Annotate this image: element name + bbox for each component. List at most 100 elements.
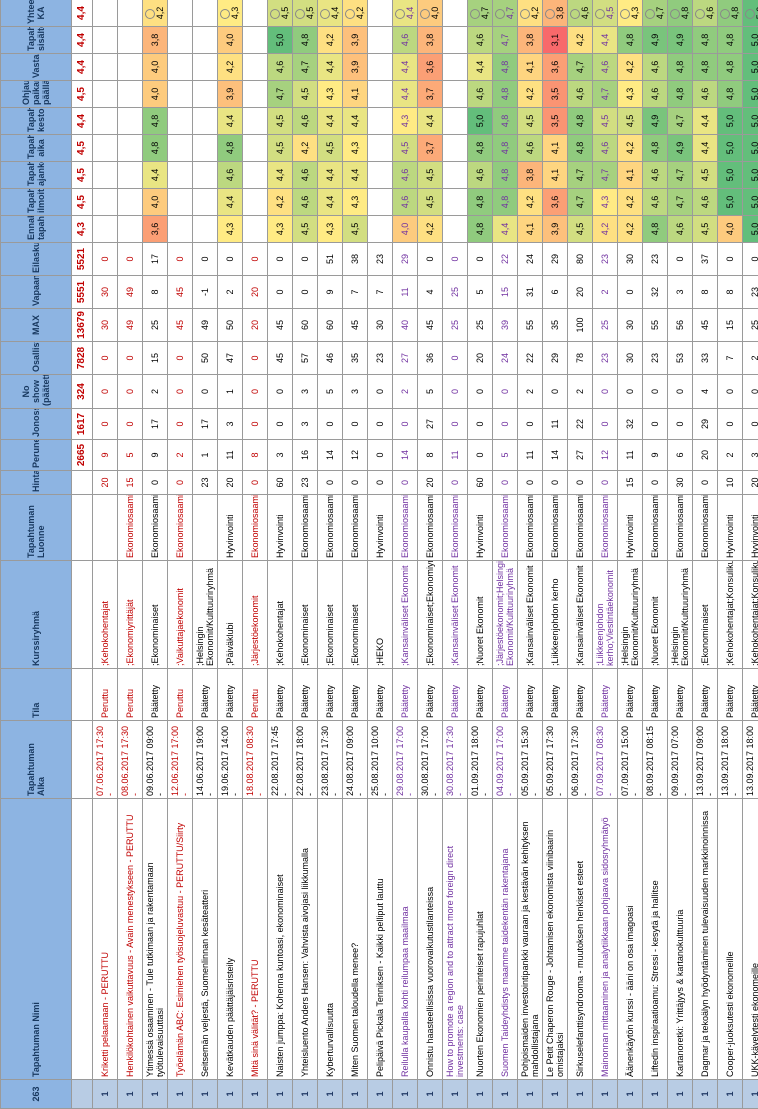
cell: 5,0 [742, 188, 758, 216]
rating-icon [270, 9, 281, 19]
cell-text: 5,0 [750, 60, 758, 74]
cell: 6 [542, 275, 568, 309]
cell-text: Päätetty [225, 684, 235, 718]
cell: 4,5 [292, 80, 318, 108]
cell: Onnistu haasteellisissa vuorovaikutustil… [417, 798, 443, 1080]
cell-text: 0 [400, 421, 410, 427]
cell-text: 1 [550, 1091, 560, 1097]
rating-icon [320, 9, 331, 19]
cell: 20 [217, 470, 243, 495]
cell: 4,0 [142, 80, 168, 108]
cell-text: 30 [625, 254, 635, 265]
cell-text: 2 [400, 389, 410, 395]
cell: 4,7 [592, 161, 618, 189]
event-row: 1 Nuorten Ekonomien perinteiset rapujuhla… [467, 0, 493, 1109]
cell: 0 [117, 408, 143, 440]
cell: 4,8 [467, 134, 493, 162]
cell-text: 51 [325, 254, 335, 265]
cell: Suomen Taideyhdistys maamme taidekentän … [492, 798, 518, 1080]
cell: 1 [592, 1079, 618, 1109]
cell-text: 4,6 [650, 195, 660, 209]
cell: Päätetty [642, 668, 668, 721]
cell-text: Ekonomiosaaminen [550, 494, 560, 559]
cell: Äänenkäytön kurssi - ääni on osa imagoas… [617, 798, 643, 1080]
cell: ;Ekonominaiset [317, 560, 343, 669]
event-row: 1 Suomen Taideyhdistys maamme taidekentän… [492, 0, 518, 1109]
cell-text: 1 [375, 1091, 385, 1097]
cell-text: 4,4 [76, 114, 87, 128]
cell: 4,7 [567, 161, 593, 189]
cell: 23 [592, 242, 618, 276]
cell [92, 53, 118, 81]
cell-text: ;Helsingin Ekonomit/Kulttuuriryhmä [195, 567, 215, 666]
cell: 8 [717, 275, 743, 309]
cell [367, 215, 393, 243]
cell: Päätetty [667, 668, 693, 721]
cell-text: 60 [300, 320, 310, 331]
cell: 20 [242, 308, 268, 342]
cell: 4,6 [267, 53, 293, 81]
cell-text: Ennakkotieto tapahtumasta [26, 216, 46, 241]
cell: 4,8 [717, 80, 743, 108]
cell: Päätetty [492, 668, 518, 721]
cell-text: 4,6 [475, 33, 485, 47]
cell-text: 0 [750, 422, 758, 427]
cell: 0 [542, 470, 568, 495]
cell: 5521 [71, 242, 93, 276]
cell-text: 1 [175, 1091, 185, 1097]
cell-text: ;Ekonominaiset [325, 604, 335, 666]
cell-text: 15 [125, 477, 135, 488]
cell: 4,1 [542, 134, 568, 162]
cell: Miten Suomen taloudella menee? [342, 798, 368, 1080]
cell: 1 [542, 1079, 568, 1109]
cell-text: 23 [650, 353, 660, 364]
cell-text: 4,5 [305, 6, 316, 20]
cell-text: 4,4 [150, 168, 160, 182]
cell-text: Ekonomiosaaminen [650, 494, 660, 559]
cell-text: ;Päiväklubi [225, 622, 235, 666]
cell-text: 4,8 [500, 114, 510, 128]
cell-text: 36 [425, 353, 435, 364]
cell: 0 [267, 275, 293, 309]
cell: 5,0 [742, 107, 758, 135]
cell-text: 4,2 [625, 195, 635, 209]
cell: 0 [492, 470, 518, 495]
cell: 20 [417, 470, 443, 495]
cell-text: Kyberturvallisuutta [325, 1002, 335, 1077]
rating-icon [495, 9, 506, 19]
cell [92, 26, 118, 54]
cell [367, 161, 393, 189]
cell: 45 [417, 308, 443, 342]
cell: 1 [467, 1079, 493, 1109]
cell: 4,7 [492, 0, 518, 27]
cell: 45 [167, 308, 193, 342]
cell-text: Jonossa [31, 408, 41, 438]
rating-icon [745, 9, 756, 19]
cell-text: 0 [300, 256, 310, 262]
cell: 39 [492, 308, 518, 342]
cell-text: 0 [725, 421, 735, 427]
cell: 4,7 [567, 188, 593, 216]
cell-text: 0 [650, 421, 660, 427]
cell-text: Päätetty [575, 684, 585, 718]
cell-text: 0 [100, 256, 110, 262]
cell: Kevätkauden päättäjäisristeily [217, 798, 243, 1080]
cell-text: 3 [225, 421, 235, 427]
cell-text: 4,6 [575, 87, 585, 101]
cell-text: 11 [400, 287, 410, 297]
cell-text: 30.08.2017 17:30 - [445, 725, 465, 796]
cell-text: 23 [650, 254, 660, 265]
cell-text: 4,6 [705, 6, 716, 20]
cell-text: 22.08.2017 18:00 - [295, 725, 315, 796]
cell-text: 12.06.2017 17:00 - [170, 725, 190, 796]
cell-text: 4,2 [575, 33, 585, 47]
cell-text: 4,8 [680, 6, 691, 20]
cell: 1 [192, 439, 218, 471]
cell: 4,1 [342, 80, 368, 108]
cell-text: ;Ekonominaiset [700, 604, 710, 666]
cell-text: 4,6 [400, 195, 410, 209]
cell: 0 [542, 374, 568, 409]
cell [117, 188, 143, 216]
cell [242, 0, 268, 27]
cell-text: 35 [550, 320, 560, 331]
